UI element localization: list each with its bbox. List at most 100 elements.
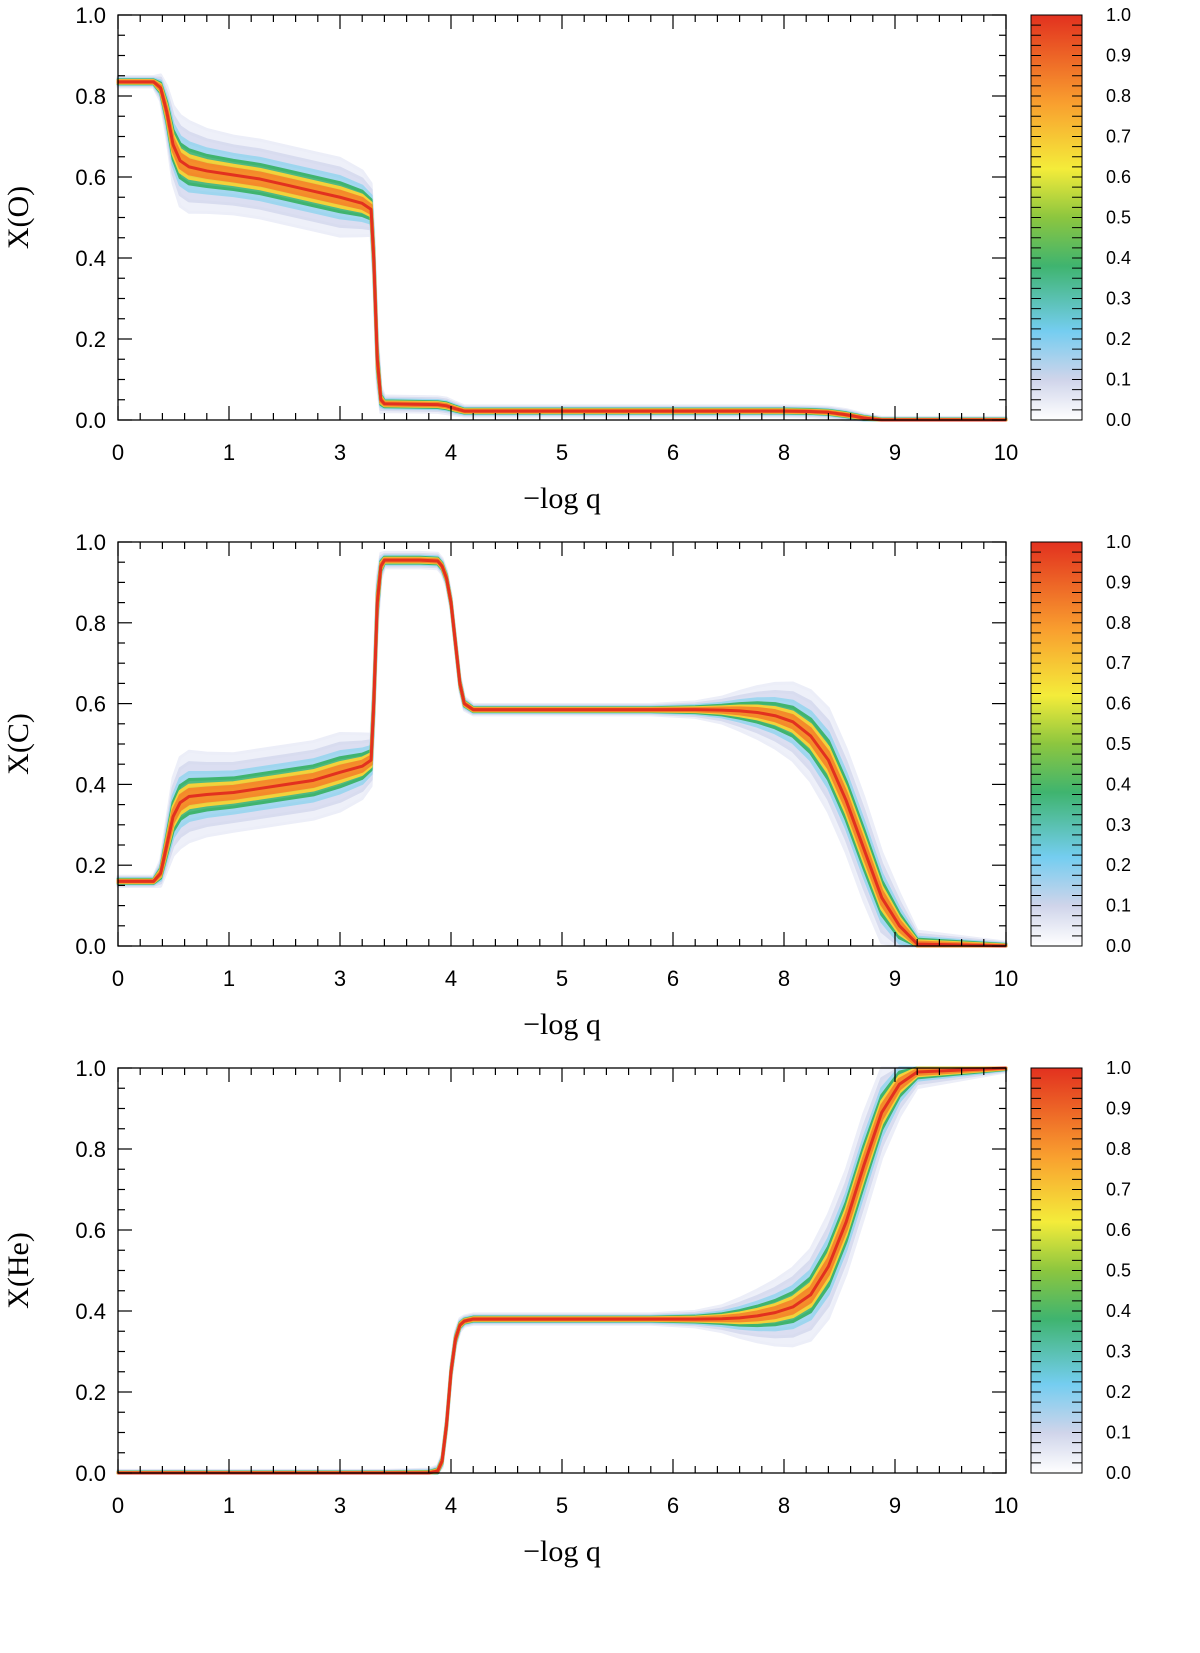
density-band-3 [116, 78, 1008, 422]
colorbar-tick-label: 0.8 [1106, 1139, 1131, 1159]
colorbar: 0.0 0.1 0.2 0.3 0.4 0.5 0.6 0.7 0.8 0.9 1.0 [1030, 532, 1131, 956]
y-tick-label: 1.0 [75, 530, 106, 555]
colorbar-tick-label: 0.9 [1106, 46, 1131, 66]
y-tick-label: 0.2 [75, 327, 106, 352]
chart-panel-oxygen: 0 1 3 4 5 6 8 9 10 0.0 0.2 0.4 0.6 0.8 1.0 −log q X(O) 0.… [2, 3, 1131, 515]
x-tick-label: 5 [556, 966, 568, 991]
y-axis-title: X(C) [2, 713, 35, 775]
colorbar-tick-label: 0.3 [1106, 1342, 1131, 1362]
density-band-5 [116, 1066, 1008, 1475]
y-tick-label: 1.0 [75, 1056, 106, 1081]
density-bands [116, 73, 1008, 422]
x-tick-label: 10 [994, 1493, 1018, 1518]
colorbar-tick-label: 0.2 [1106, 1382, 1131, 1402]
x-tick-label: 1 [223, 1493, 235, 1518]
y-tick-label: 0.2 [75, 853, 106, 878]
colorbar-tick-label: 0.6 [1106, 167, 1131, 187]
colorbar-tick-label: 0.0 [1106, 410, 1131, 430]
x-tick-label: 8 [778, 1493, 790, 1518]
x-axis-title: −log q [523, 1008, 601, 1041]
y-axis-title: X(O) [2, 186, 35, 249]
colorbar-tick-label: 1.0 [1106, 5, 1131, 25]
chart-panel-carbon: 0 1 3 4 5 6 8 9 10 0.0 0.2 0.4 0.6 0.8 1.0 −log q X(C) 0.… [2, 530, 1131, 1041]
series-line [118, 558, 1007, 948]
y-tick-label: 0.4 [75, 1299, 106, 1324]
x-tick-label: 10 [994, 440, 1018, 465]
density-band-2 [116, 77, 1008, 422]
colorbar-tick-label: 0.9 [1106, 1099, 1131, 1119]
y-tick-label: 0.0 [75, 934, 106, 959]
x-tick-label: 9 [889, 966, 901, 991]
colorbar-tick-label: 0.5 [1106, 208, 1131, 228]
x-tick-label: 8 [778, 966, 790, 991]
x-tick-label: 3 [334, 1493, 346, 1518]
y-tick-label: 0.8 [75, 84, 106, 109]
y-tick-label: 0.6 [75, 692, 106, 717]
colorbar-tick-label: 1.0 [1106, 532, 1131, 552]
series-line [118, 1066, 1007, 1475]
colorbar-tick-label: 0.4 [1106, 774, 1131, 794]
colorbar-tick-label: 0.0 [1106, 1463, 1131, 1483]
colorbar: 0.0 0.1 0.2 0.3 0.4 0.5 0.6 0.7 0.8 0.9 1.0 [1030, 5, 1131, 430]
x-tick-label: 0 [112, 440, 124, 465]
colorbar-tick-label: 0.2 [1106, 855, 1131, 875]
colorbar-tick-label: 0.8 [1106, 86, 1131, 106]
chart-panel-helium: 0 1 3 4 5 6 8 9 10 0.0 0.2 0.4 0.6 0.8 1.0 −log q X(He) 0… [2, 1056, 1131, 1568]
y-tick-label: 0.8 [75, 611, 106, 636]
x-tick-label: 10 [994, 966, 1018, 991]
x-tick-label: 6 [667, 966, 679, 991]
x-tick-label: 1 [223, 440, 235, 465]
colorbar-tick-label: 0.6 [1106, 694, 1131, 714]
x-tick-label: 6 [667, 1493, 679, 1518]
colorbar-tick-label: 0.0 [1106, 936, 1131, 956]
x-tick-label: 3 [334, 966, 346, 991]
colorbar-tick-label: 0.1 [1106, 1423, 1131, 1443]
colorbar-tick-label: 0.3 [1106, 815, 1131, 835]
colorbar-tick-label: 0.4 [1106, 1301, 1131, 1321]
x-tick-label: 4 [445, 1493, 457, 1518]
x-tick-label: 4 [445, 440, 457, 465]
x-tick-label: 1 [223, 966, 235, 991]
y-tick-label: 0.4 [75, 246, 106, 271]
x-axis-title: −log q [523, 482, 601, 515]
y-tick-label: 0.0 [75, 1461, 106, 1486]
colorbar-tick-label: 0.7 [1106, 653, 1131, 673]
density-bands [116, 550, 1008, 948]
colorbar-tick-label: 0.4 [1106, 248, 1131, 268]
x-tick-label: 9 [889, 1493, 901, 1518]
y-tick-label: 1.0 [75, 3, 106, 28]
series-line [118, 80, 1006, 422]
y-tick-label: 0.8 [75, 1137, 106, 1162]
colorbar-tick-label: 0.1 [1106, 370, 1131, 390]
x-tick-label: 9 [889, 440, 901, 465]
density-band-0 [116, 73, 1008, 422]
density-bands [116, 1066, 1008, 1475]
x-tick-label: 4 [445, 966, 457, 991]
x-tick-label: 0 [112, 966, 124, 991]
x-tick-label: 5 [556, 1493, 568, 1518]
y-tick-label: 0.6 [75, 165, 106, 190]
colorbar-tick-label: 0.7 [1106, 1180, 1131, 1200]
colorbar-tick-label: 0.7 [1106, 127, 1131, 147]
colorbar-tick-label: 0.5 [1106, 734, 1131, 754]
colorbar-tick-label: 0.3 [1106, 289, 1131, 309]
density-band-5 [116, 79, 1008, 422]
y-tick-label: 0.2 [75, 1380, 106, 1405]
y-tick-label: 0.6 [75, 1218, 106, 1243]
colorbar: 0.0 0.1 0.2 0.3 0.4 0.5 0.6 0.7 0.8 0.9 1.0 [1030, 1058, 1131, 1483]
x-tick-label: 8 [778, 440, 790, 465]
density-band-4 [116, 79, 1008, 422]
y-tick-label: 0.0 [75, 408, 106, 433]
colorbar-tick-label: 0.9 [1106, 572, 1131, 592]
x-tick-label: 5 [556, 440, 568, 465]
colorbar-tick-label: 0.1 [1106, 896, 1131, 916]
colorbar-tick-label: 0.5 [1106, 1261, 1131, 1281]
colorbar-tick-label: 0.6 [1106, 1220, 1131, 1240]
x-tick-label: 0 [112, 1493, 124, 1518]
colorbar-tick-label: 0.8 [1106, 613, 1131, 633]
y-tick-label: 0.4 [75, 772, 106, 797]
x-axis-title: −log q [523, 1535, 601, 1568]
x-tick-label: 3 [334, 440, 346, 465]
density-band-1 [116, 76, 1008, 422]
